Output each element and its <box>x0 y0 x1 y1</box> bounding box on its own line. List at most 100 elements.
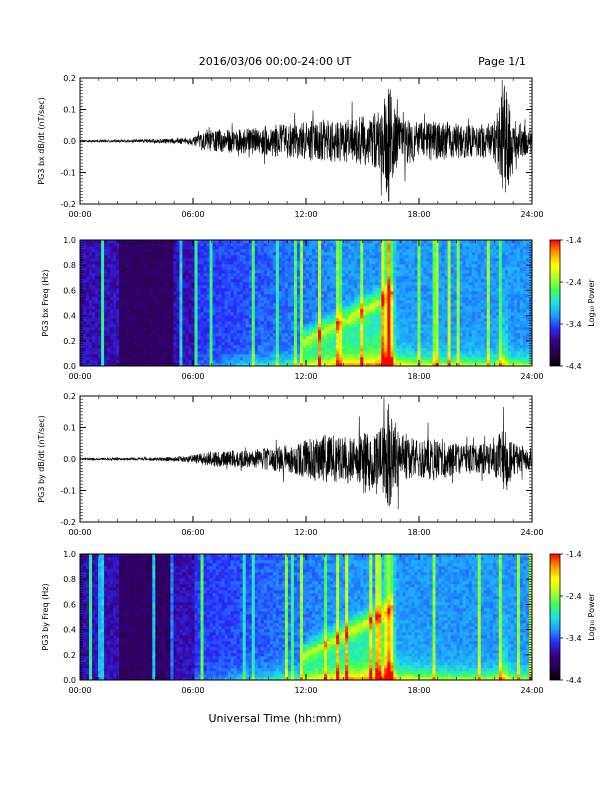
heatmap-cell <box>263 255 268 259</box>
heatmap-cell <box>245 255 250 259</box>
heatmap-cell <box>104 336 108 340</box>
heatmap-cell <box>269 261 274 265</box>
heatmap-cell <box>173 318 177 322</box>
heatmap-cell <box>309 360 313 364</box>
heatmap-cell <box>369 309 373 313</box>
heatmap-cell <box>230 270 234 274</box>
heatmap-cell <box>167 267 171 271</box>
heatmap-cell <box>302 288 307 292</box>
heatmap-cell <box>110 312 114 316</box>
heatmap-cell <box>239 327 244 331</box>
heatmap-cell <box>149 246 153 250</box>
heatmap-cell <box>245 351 250 355</box>
heatmap-cell <box>191 330 195 334</box>
heatmap-cell <box>80 282 84 286</box>
heatmap-cell <box>95 270 99 274</box>
heatmap-cell <box>408 261 412 265</box>
heatmap-cell <box>393 333 397 337</box>
heatmap-cell <box>384 321 388 325</box>
heatmap-cell <box>414 294 418 298</box>
heatmap-cell <box>257 309 262 313</box>
heatmap-cell <box>164 336 168 340</box>
heatmap-cell <box>164 282 168 286</box>
heatmap-cell <box>92 270 96 274</box>
heatmap-cell <box>336 267 340 271</box>
heatmap-cell <box>182 348 186 352</box>
heatmap-cell <box>327 309 331 313</box>
heatmap-cell <box>83 300 87 304</box>
heatmap-cell <box>230 255 234 259</box>
heatmap-cell <box>363 276 367 280</box>
heatmap-cell <box>191 261 195 265</box>
heatmap-cell <box>315 363 319 367</box>
heatmap-cell <box>146 345 150 349</box>
heatmap-cell <box>209 291 213 295</box>
heatmap-cell <box>122 336 126 340</box>
heatmap-cell <box>296 300 301 304</box>
heatmap-cell <box>125 291 129 295</box>
heatmap-cell <box>245 327 250 331</box>
heatmap-cell <box>239 252 244 256</box>
heatmap-cell <box>299 324 304 328</box>
heatmap-cell <box>104 306 108 310</box>
heatmap-cell <box>384 252 388 256</box>
heatmap-cell <box>269 342 274 346</box>
heatmap-cell <box>146 255 150 259</box>
heatmap-cell <box>333 360 337 364</box>
heatmap-cell <box>396 303 400 307</box>
heatmap-cell <box>299 309 304 313</box>
heatmap-cell <box>125 306 129 310</box>
heatmap-cell <box>161 249 165 253</box>
heatmap-cell <box>414 243 418 247</box>
heatmap-cell <box>366 312 370 316</box>
heatmap-cell <box>396 267 400 271</box>
heatmap-cell <box>101 309 105 313</box>
heatmap-cell <box>95 285 99 289</box>
heatmap-cell <box>408 339 412 343</box>
heatmap-cell <box>254 309 259 313</box>
heatmap-cell <box>167 354 171 358</box>
heatmap-cell <box>236 348 240 352</box>
heatmap-cell <box>417 261 421 265</box>
heatmap-cell <box>414 291 418 295</box>
heatmap-cell <box>164 315 168 319</box>
heatmap-cell <box>321 252 325 256</box>
heatmap-cell <box>89 249 93 253</box>
heatmap-cell <box>312 288 316 292</box>
heatmap-cell <box>98 321 102 325</box>
heatmap-cell <box>92 249 96 253</box>
heatmap-cell <box>158 252 162 256</box>
heatmap-cell <box>318 252 322 256</box>
heatmap-cell <box>372 345 376 349</box>
heatmap-cell <box>233 300 237 304</box>
heatmap-cell <box>95 294 99 298</box>
heatmap-cell <box>128 348 132 352</box>
heatmap-cell <box>185 243 189 247</box>
heatmap-cell <box>330 336 334 340</box>
heatmap-cell <box>348 267 352 271</box>
heatmap-cell <box>122 252 126 256</box>
heatmap-cell <box>242 240 247 244</box>
heatmap-cell <box>149 363 153 367</box>
heatmap-cell <box>324 285 328 289</box>
heatmap-cell <box>387 306 391 310</box>
heatmap-cell <box>251 288 256 292</box>
heatmap-cell <box>345 333 349 337</box>
heatmap-cell <box>284 345 289 349</box>
heatmap-cell <box>384 333 388 337</box>
heatmap-cell <box>167 258 171 262</box>
heatmap-cell <box>188 288 192 292</box>
heatmap-cell <box>272 333 277 337</box>
heatmap-cell <box>131 279 135 283</box>
heatmap-cell <box>272 351 277 355</box>
heatmap-cell <box>278 267 283 271</box>
heatmap-cell <box>272 246 277 250</box>
heatmap-cell <box>215 327 219 331</box>
heatmap-cell <box>155 264 159 268</box>
heatmap-cell <box>236 306 240 310</box>
heatmap-cell <box>387 321 391 325</box>
heatmap-cell <box>296 324 301 328</box>
heatmap-cell <box>80 333 84 337</box>
heatmap-cell <box>200 294 204 298</box>
heatmap-cell <box>281 360 286 364</box>
